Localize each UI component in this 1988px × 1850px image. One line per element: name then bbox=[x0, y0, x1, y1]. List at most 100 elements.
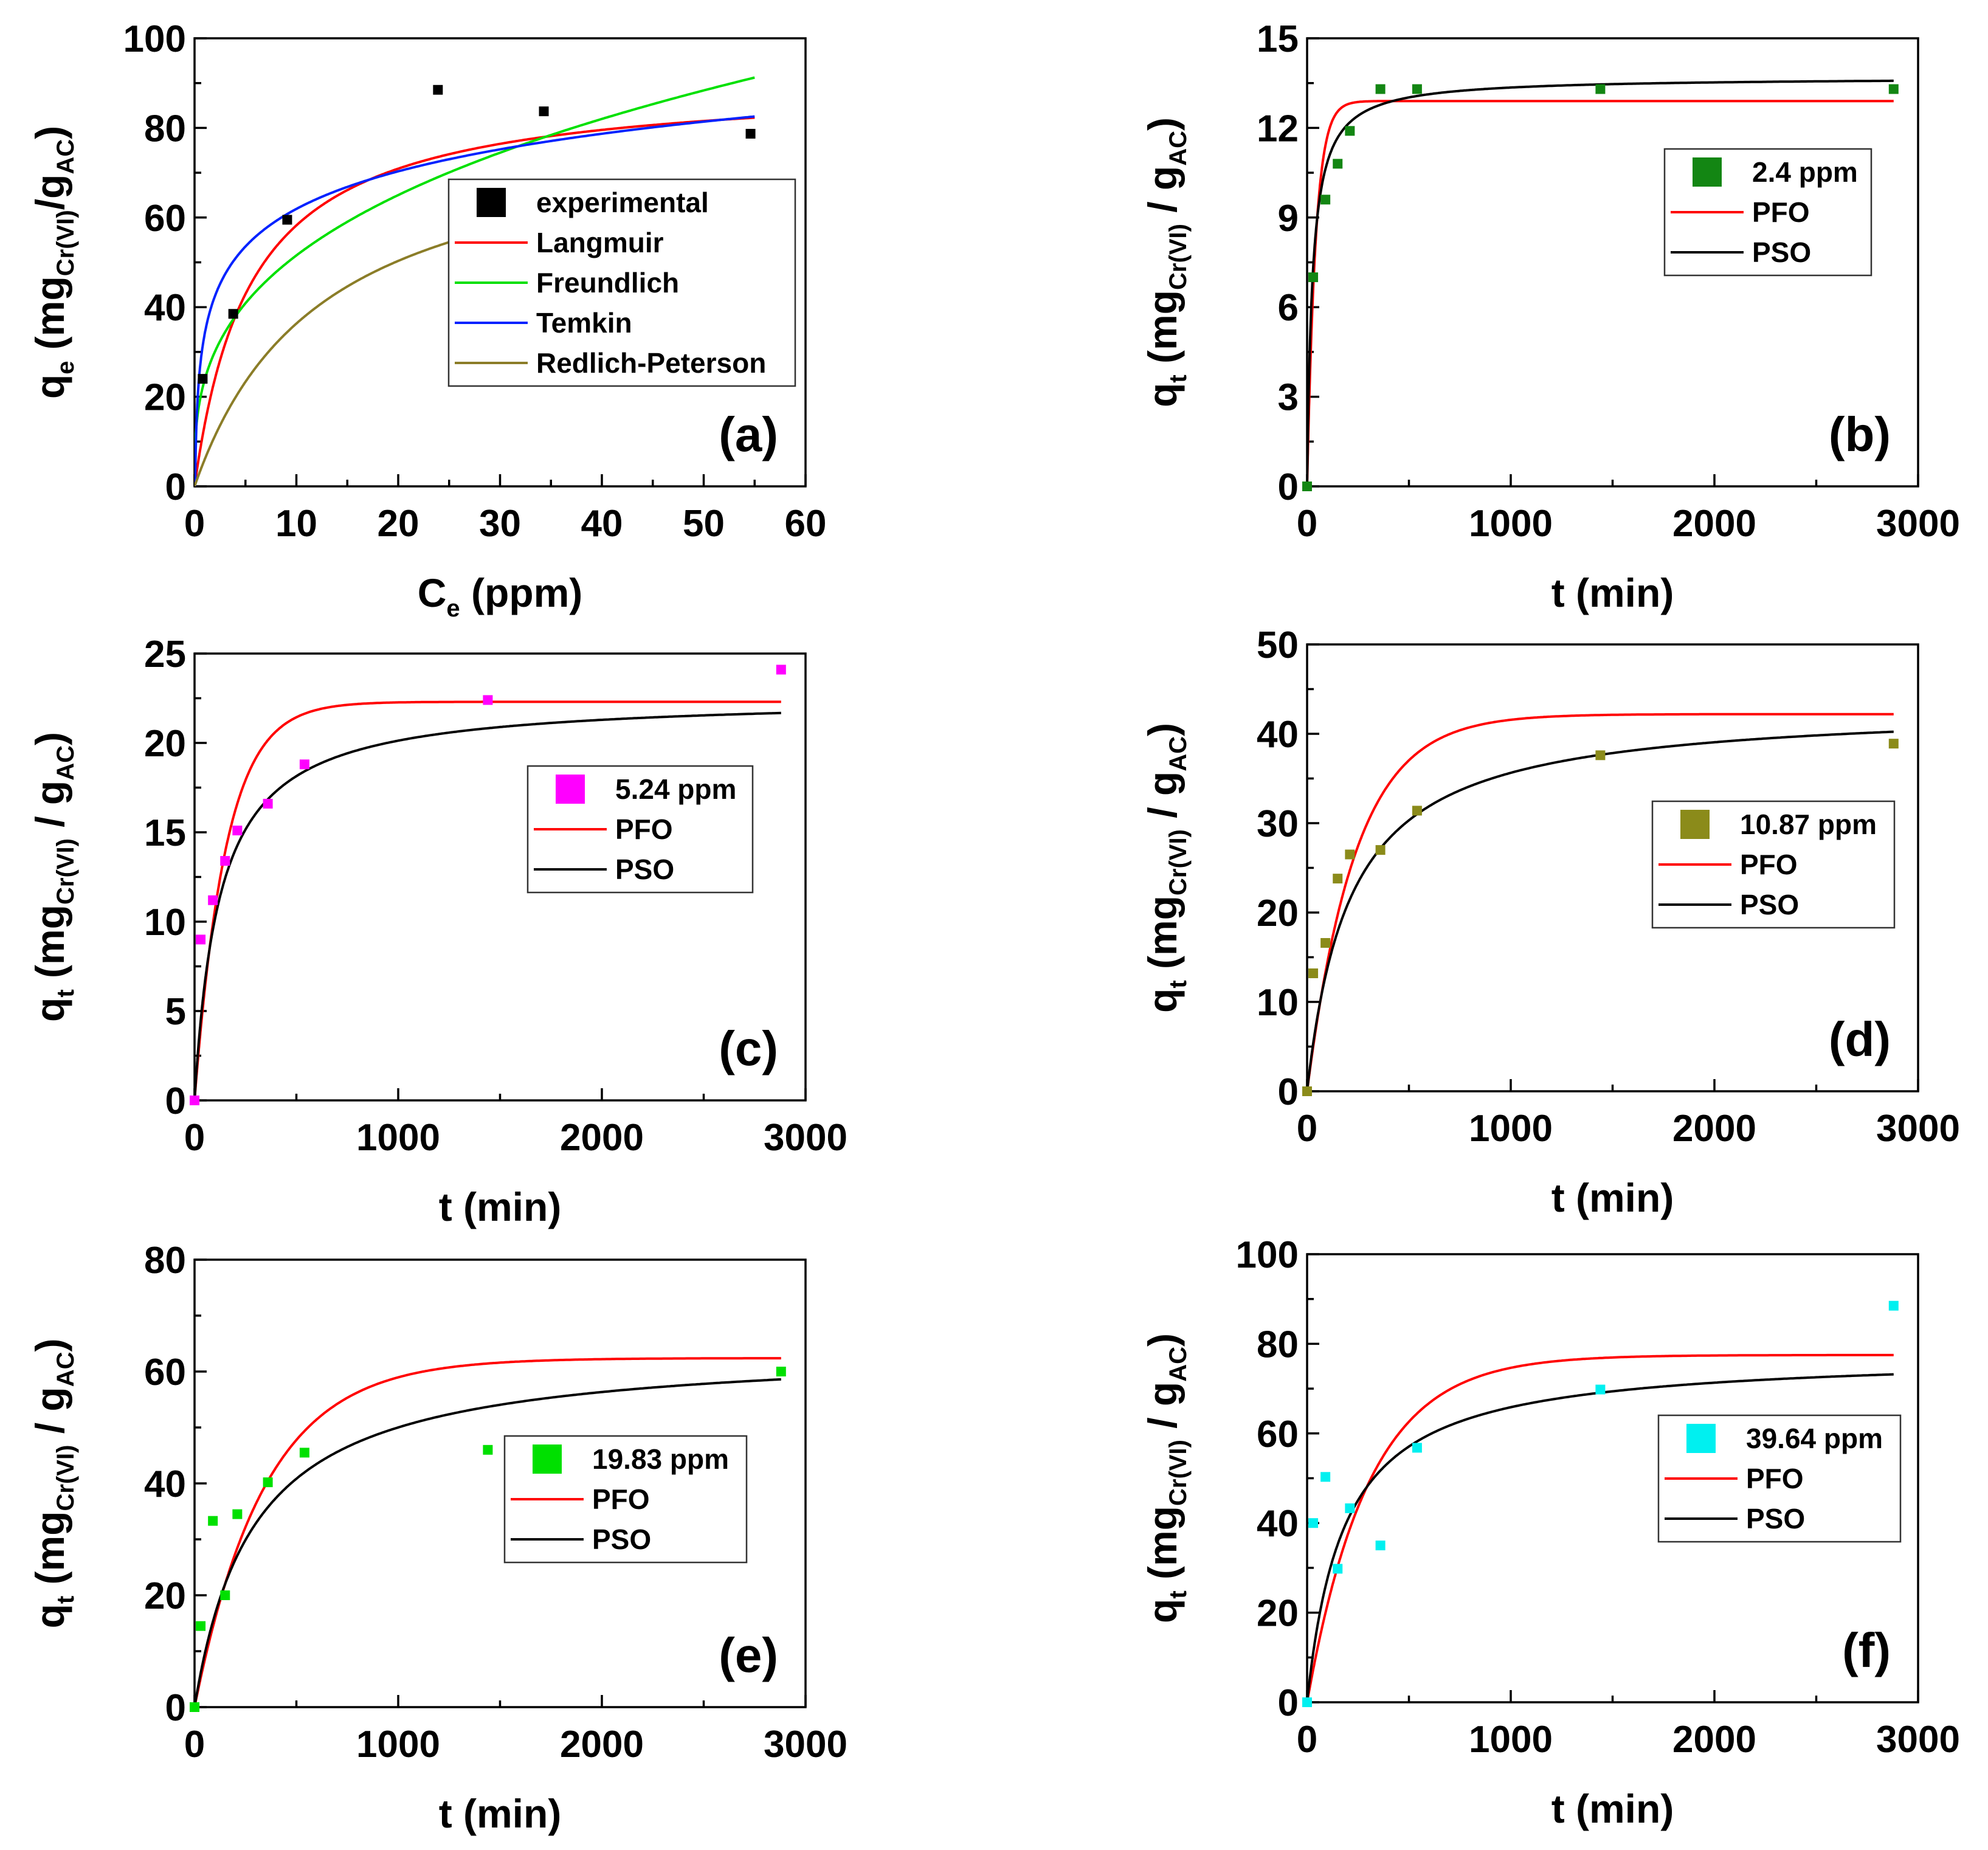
data-point bbox=[1888, 84, 1899, 94]
legend-label: PFO bbox=[1752, 196, 1810, 228]
data-point bbox=[433, 85, 443, 95]
legend-label: PFO bbox=[615, 813, 673, 845]
legend-label: Langmuir bbox=[536, 227, 664, 258]
data-point bbox=[1375, 845, 1386, 855]
data-point bbox=[190, 1096, 199, 1105]
x-axis-label: t (min) bbox=[1551, 1175, 1674, 1220]
data-point bbox=[220, 856, 230, 866]
legend-label: PSO bbox=[1752, 236, 1811, 268]
data-point bbox=[1320, 195, 1331, 205]
data-point bbox=[208, 895, 218, 905]
curve-temkin bbox=[195, 115, 755, 486]
legend: 19.83 ppm PFO PSO bbox=[503, 1435, 748, 1564]
y-tick-label: 100 bbox=[1236, 1234, 1299, 1276]
data-point bbox=[1888, 739, 1899, 749]
curve-pso bbox=[1307, 730, 1894, 1091]
legend: 2.4 ppm PFO PSO bbox=[1663, 148, 1872, 277]
y-tick-label: 40 bbox=[1257, 714, 1299, 756]
curve-pfo bbox=[195, 700, 781, 1100]
y-axis-label: qe (mgCr(VI)/gAC) bbox=[27, 126, 79, 399]
x-tick-label: 2000 bbox=[1672, 503, 1756, 545]
x-tick-label: 20 bbox=[378, 503, 419, 545]
y-tick-label: 100 bbox=[123, 18, 186, 60]
x-tick-label: 0 bbox=[1297, 503, 1317, 545]
data-point bbox=[1345, 126, 1355, 136]
y-tick-label: 40 bbox=[1257, 1503, 1299, 1545]
panel-label: (e) bbox=[719, 1628, 778, 1682]
data-point bbox=[1345, 849, 1355, 860]
legend-label: PSO bbox=[615, 854, 674, 885]
x-tick-label: 0 bbox=[1297, 1719, 1317, 1761]
y-tick-label: 20 bbox=[144, 1575, 186, 1617]
y-tick-label: 6 bbox=[1278, 287, 1299, 329]
y-tick-label: 80 bbox=[144, 108, 186, 150]
x-tick-label: 50 bbox=[683, 503, 725, 545]
data-point bbox=[1412, 84, 1422, 94]
curve-freundlich bbox=[195, 76, 755, 486]
y-tick-label: 20 bbox=[144, 723, 186, 765]
data-point bbox=[1595, 1384, 1606, 1395]
curve-pfo bbox=[1307, 100, 1894, 486]
legend-label: PSO bbox=[1740, 889, 1799, 920]
y-tick-label: 15 bbox=[144, 812, 186, 854]
legend-label: 2.4 ppm bbox=[1752, 156, 1858, 188]
curve-pso bbox=[1307, 1373, 1894, 1702]
legend-label: PSO bbox=[1746, 1503, 1805, 1534]
y-tick-label: 25 bbox=[144, 633, 186, 675]
legend-marker bbox=[1686, 1424, 1716, 1453]
y-axis-label: qt (mgCr(VI) / gAC) bbox=[27, 732, 79, 1022]
panel-label: (b) bbox=[1829, 407, 1891, 461]
x-tick-label: 1000 bbox=[356, 1724, 440, 1765]
x-tick-label: 2000 bbox=[1672, 1719, 1756, 1761]
legend-label: 19.83 ppm bbox=[592, 1443, 729, 1475]
legend-label: PFO bbox=[592, 1483, 650, 1515]
y-tick-label: 15 bbox=[1257, 18, 1299, 60]
curve-pfo bbox=[195, 1357, 781, 1707]
x-axis-label: t (min) bbox=[1551, 570, 1674, 615]
data-point bbox=[483, 1444, 493, 1455]
legend-label: 5.24 ppm bbox=[615, 773, 736, 805]
x-tick-label: 3000 bbox=[1876, 503, 1960, 545]
y-tick-label: 0 bbox=[1278, 1682, 1299, 1724]
x-tick-label: 2000 bbox=[560, 1117, 644, 1159]
data-point bbox=[263, 1477, 273, 1488]
legend-marker bbox=[1680, 810, 1710, 839]
legend-label: 10.87 ppm bbox=[1740, 809, 1877, 840]
panel-b: 0 1000 2000 3000 0 3 6 9 12 15 t (min) qt (mgCr(VI)… bbox=[1140, 18, 1960, 615]
y-tick-label: 10 bbox=[1257, 982, 1299, 1024]
legend: experimental Langmuir Freundlich Temkin Redl… bbox=[447, 178, 796, 387]
data-point bbox=[208, 1516, 218, 1526]
y-tick-label: 80 bbox=[1257, 1324, 1299, 1365]
data-point bbox=[299, 759, 309, 770]
data-point bbox=[539, 106, 549, 117]
legend-marker bbox=[556, 775, 585, 804]
x-tick-label: 1000 bbox=[1469, 503, 1553, 545]
data-point bbox=[1308, 272, 1319, 283]
data-point bbox=[776, 664, 786, 675]
data-point bbox=[198, 374, 208, 384]
data-point bbox=[196, 1621, 206, 1631]
x-tick-label: 10 bbox=[275, 503, 317, 545]
y-tick-label: 5 bbox=[165, 991, 186, 1033]
data-point bbox=[228, 309, 238, 319]
x-tick-label: 0 bbox=[184, 1117, 205, 1159]
legend-label: PFO bbox=[1746, 1463, 1804, 1494]
curve-pfo bbox=[1307, 1353, 1894, 1702]
data-point bbox=[1320, 937, 1331, 948]
data-point bbox=[1302, 1086, 1312, 1096]
data-point bbox=[299, 1448, 309, 1458]
panel-f: 0 1000 2000 3000 0 20 40 60 80 100 t (min) qt (mgCr… bbox=[1140, 1234, 1960, 1831]
data-point bbox=[1302, 1697, 1312, 1707]
x-tick-label: 1000 bbox=[1469, 1719, 1553, 1761]
data-point bbox=[1375, 84, 1386, 94]
data-point bbox=[190, 1702, 199, 1712]
x-tick-label: 2000 bbox=[560, 1724, 644, 1765]
data-point bbox=[1888, 1300, 1899, 1311]
y-tick-label: 20 bbox=[1257, 892, 1299, 934]
panel-label: (c) bbox=[719, 1021, 778, 1075]
y-tick-label: 60 bbox=[144, 198, 186, 240]
legend-label: experimental bbox=[536, 187, 709, 218]
y-tick-label: 0 bbox=[1278, 466, 1299, 508]
panel-label: (a) bbox=[719, 407, 778, 461]
